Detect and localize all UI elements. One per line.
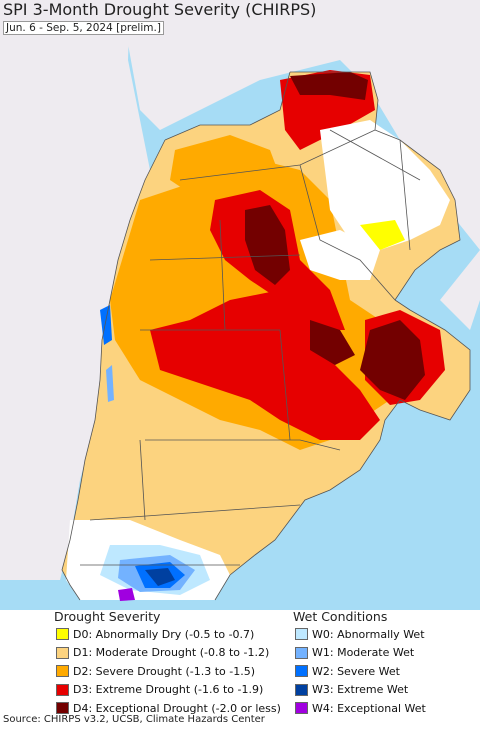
region-w3	[145, 568, 175, 586]
drought-legend-swatch	[56, 702, 69, 714]
wet-legend-label: W0: Abnormally Wet	[312, 627, 425, 641]
region-white-ne	[320, 120, 450, 250]
map-subtitle: Jun. 6 - Sep. 5, 2024 [prelim.]	[3, 21, 164, 35]
region-white-center	[300, 230, 380, 280]
drought-legend-label: D4: Exceptional Drought (-2.0 or less)	[73, 701, 281, 715]
region-d4-north	[245, 205, 290, 285]
drought-legend-item: D4: Exceptional Drought (-2.0 or less)	[56, 701, 281, 715]
region-d2-north	[170, 135, 285, 200]
drought-legend-swatch	[56, 683, 69, 696]
wet-legend-label: W1: Moderate Wet	[312, 646, 415, 659]
region-west-wet2	[106, 365, 114, 402]
wet-legend-item: W1: Moderate Wet	[295, 646, 414, 660]
region-w4	[118, 588, 135, 601]
drought-legend-label: D3: Extreme Drought (-1.6 to -1.9)	[73, 683, 264, 696]
region-d4-center	[310, 320, 355, 365]
wet-legend-swatch	[295, 702, 308, 714]
outside-east	[440, 250, 480, 330]
drought-legend-item: D0: Abnormally Dry (-0.5 to -0.7)	[56, 627, 254, 641]
drought-legend-label: D1: Moderate Drought (-0.8 to -1.2)	[73, 646, 270, 659]
drought-legend-item: D1: Moderate Drought (-0.8 to -1.2)	[56, 646, 269, 660]
wet-legend-item: W0: Abnormally Wet	[295, 627, 425, 641]
drought-map	[0, 0, 480, 610]
wet-legend-title: Wet Conditions	[293, 609, 388, 624]
drought-legend-title: Drought Severity	[54, 609, 161, 624]
drought-legend-item: D3: Extreme Drought (-1.6 to -1.9)	[56, 683, 263, 697]
region-d0-ne	[360, 220, 405, 250]
source-credit: Source: CHIRPS v3.2, UCSB, Climate Hazar…	[3, 714, 265, 725]
wet-legend-item: W4: Exceptional Wet	[295, 701, 426, 715]
drought-legend-label: D0: Abnormally Dry (-0.5 to -0.7)	[73, 627, 255, 641]
drought-legend-swatch	[56, 646, 69, 659]
map-title: SPI 3-Month Drought Severity (CHIRPS)	[3, 0, 317, 19]
wet-legend-swatch	[295, 628, 308, 640]
region-d4-ne	[290, 72, 368, 100]
wet-legend-swatch	[295, 683, 308, 696]
outside-north	[120, 0, 480, 250]
wet-legend-swatch	[295, 646, 308, 659]
wet-legend-label: W3: Extreme Wet	[312, 683, 409, 696]
drought-legend-item: D2: Severe Drought (-1.3 to -1.5)	[56, 664, 255, 678]
chile-land	[0, 0, 150, 580]
wet-legend-swatch	[295, 665, 308, 677]
wet-legend-label: W2: Severe Wet	[312, 664, 400, 678]
wet-legend-label: W4: Exceptional Wet	[312, 701, 426, 715]
borders	[61, 71, 471, 601]
drought-legend-swatch	[56, 628, 69, 640]
region-d4-east	[360, 320, 425, 400]
drought-legend-label: D2: Severe Drought (-1.3 to -1.5)	[73, 664, 256, 678]
region-d3-center	[150, 290, 380, 440]
drought-legend-swatch	[56, 665, 69, 677]
wet-legend-item: W3: Extreme Wet	[295, 683, 408, 697]
wet-legend-item: W2: Severe Wet	[295, 664, 400, 678]
